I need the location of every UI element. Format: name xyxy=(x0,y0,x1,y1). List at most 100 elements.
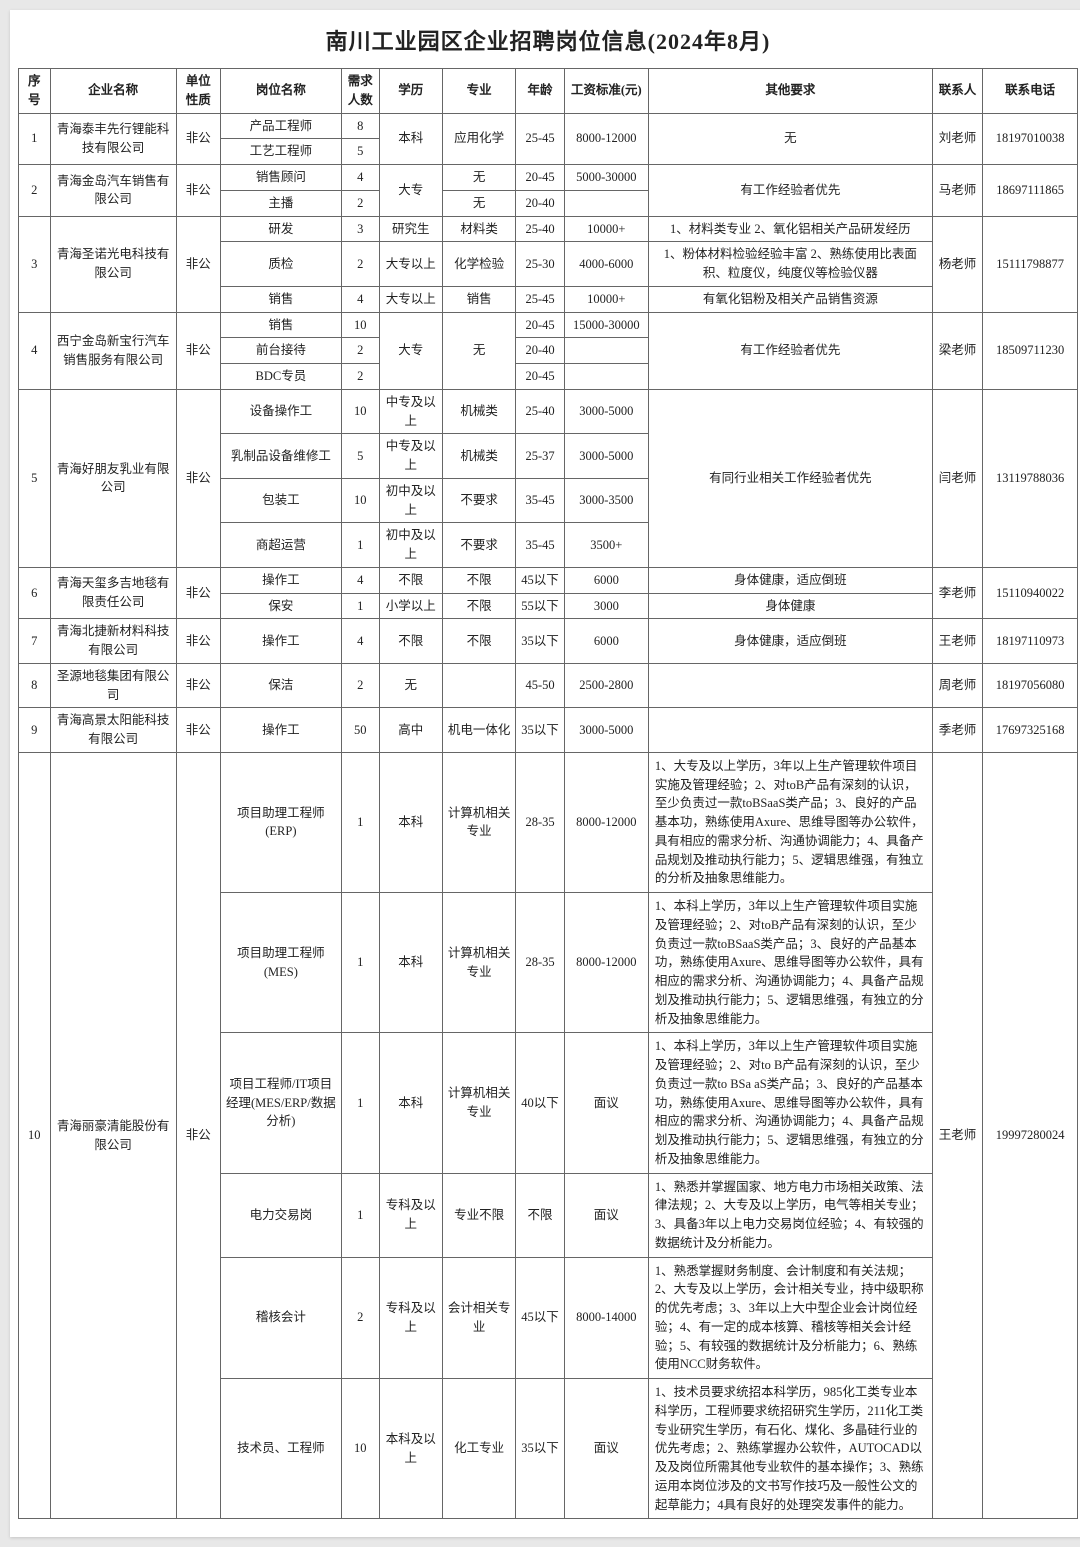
major: 机械类 xyxy=(442,389,516,434)
position: 商超运营 xyxy=(220,523,341,568)
contact: 刘老师 xyxy=(932,113,982,165)
req xyxy=(648,708,932,753)
h-position: 岗位名称 xyxy=(220,69,341,114)
count: 5 xyxy=(341,434,379,479)
salary xyxy=(564,364,648,390)
edu: 无 xyxy=(379,663,442,708)
age: 25-45 xyxy=(516,286,564,312)
salary xyxy=(564,338,648,364)
age: 35以下 xyxy=(516,1379,564,1519)
company: 青海泰丰先行锂能科技有限公司 xyxy=(50,113,176,165)
count: 10 xyxy=(341,312,379,338)
position: 包装工 xyxy=(220,478,341,523)
req: 有工作经验者优先 xyxy=(648,165,932,217)
company: 青海圣诺光电科技有限公司 xyxy=(50,216,176,312)
age: 28-35 xyxy=(516,893,564,1033)
major xyxy=(442,663,516,708)
position: 乳制品设备维修工 xyxy=(220,434,341,479)
page-title: 南川工业园区企业招聘岗位信息(2024年8月) xyxy=(18,24,1078,56)
count: 8 xyxy=(341,113,379,139)
company: 圣源地毯集团有限公司 xyxy=(50,663,176,708)
count: 2 xyxy=(341,338,379,364)
age: 20-40 xyxy=(516,190,564,216)
edu: 中专及以上 xyxy=(379,389,442,434)
contact: 马老师 xyxy=(932,165,982,217)
count: 2 xyxy=(341,190,379,216)
company: 青海丽豪清能股份有限公司 xyxy=(50,752,176,1519)
salary: 6000 xyxy=(564,567,648,593)
count: 1 xyxy=(341,893,379,1033)
edu: 专科及以上 xyxy=(379,1257,442,1379)
h-contact: 联系人 xyxy=(932,69,982,114)
h-edu: 学历 xyxy=(379,69,442,114)
position: 保安 xyxy=(220,593,341,619)
contact: 季老师 xyxy=(932,708,982,753)
count: 2 xyxy=(341,242,379,287)
nature: 非公 xyxy=(176,113,220,165)
salary: 8000-12000 xyxy=(564,893,648,1033)
salary: 10000+ xyxy=(564,216,648,242)
major: 不限 xyxy=(442,593,516,619)
table-row: 10 青海丽豪清能股份有限公司 非公 项目助理工程师(ERP) 1 本科 计算机… xyxy=(19,752,1078,892)
major: 应用化学 xyxy=(442,113,516,165)
req: 身体健康，适应倒班 xyxy=(648,567,932,593)
count: 10 xyxy=(341,478,379,523)
count: 10 xyxy=(341,1379,379,1519)
phone: 18697111865 xyxy=(983,165,1078,217)
edu: 专科及以上 xyxy=(379,1173,442,1257)
company: 青海北捷新材料科技有限公司 xyxy=(50,619,176,664)
company: 青海金岛汽车销售有限公司 xyxy=(50,165,176,217)
count: 1 xyxy=(341,593,379,619)
age: 35以下 xyxy=(516,708,564,753)
req: 1、技术员要求统招本科学历，985化工类专业本科学历，工程师要求统招研究生学历，… xyxy=(648,1379,932,1519)
position: 产品工程师 xyxy=(220,113,341,139)
position: 项目工程师/IT项目经理(MES/ERP/数据分析) xyxy=(220,1033,341,1173)
position: 电力交易岗 xyxy=(220,1173,341,1257)
age: 28-35 xyxy=(516,752,564,892)
age: 45-50 xyxy=(516,663,564,708)
edu: 中专及以上 xyxy=(379,434,442,479)
count: 2 xyxy=(341,663,379,708)
position: 前台接待 xyxy=(220,338,341,364)
salary: 3000-5000 xyxy=(564,708,648,753)
major: 不限 xyxy=(442,567,516,593)
contact: 梁老师 xyxy=(932,312,982,389)
salary: 8000-12000 xyxy=(564,752,648,892)
nature: 非公 xyxy=(176,567,220,619)
count: 3 xyxy=(341,216,379,242)
salary xyxy=(564,190,648,216)
position: 保洁 xyxy=(220,663,341,708)
age: 25-40 xyxy=(516,389,564,434)
table-row: 5 青海好朋友乳业有限公司 非公 设备操作工 10 中专及以上 机械类 25-4… xyxy=(19,389,1078,434)
count: 5 xyxy=(341,139,379,165)
edu: 本科 xyxy=(379,893,442,1033)
phone: 18197110973 xyxy=(983,619,1078,664)
h-count: 需求人数 xyxy=(341,69,379,114)
nature: 非公 xyxy=(176,389,220,567)
company: 西宁金岛新宝行汽车销售服务有限公司 xyxy=(50,312,176,389)
position: 稽核会计 xyxy=(220,1257,341,1379)
table-row: 2 青海金岛汽车销售有限公司 非公 销售顾问 4 大专 无 20-45 5000… xyxy=(19,165,1078,191)
h-company: 企业名称 xyxy=(50,69,176,114)
phone: 18197056080 xyxy=(983,663,1078,708)
nature: 非公 xyxy=(176,663,220,708)
contact: 杨老师 xyxy=(932,216,982,312)
seq: 10 xyxy=(19,752,51,1519)
contact: 李老师 xyxy=(932,567,982,619)
edu: 不限 xyxy=(379,619,442,664)
phone: 15110940022 xyxy=(983,567,1078,619)
req: 有工作经验者优先 xyxy=(648,312,932,389)
position: 工艺工程师 xyxy=(220,139,341,165)
age: 25-40 xyxy=(516,216,564,242)
salary: 6000 xyxy=(564,619,648,664)
count: 1 xyxy=(341,523,379,568)
phone: 15111798877 xyxy=(983,216,1078,312)
seq: 3 xyxy=(19,216,51,312)
table-row: 9 青海高景太阳能科技有限公司 非公 操作工 50 高中 机电一体化 35以下 … xyxy=(19,708,1078,753)
major: 专业不限 xyxy=(442,1173,516,1257)
position: 销售 xyxy=(220,312,341,338)
salary: 2500-2800 xyxy=(564,663,648,708)
nature: 非公 xyxy=(176,165,220,217)
edu: 高中 xyxy=(379,708,442,753)
position: 研发 xyxy=(220,216,341,242)
